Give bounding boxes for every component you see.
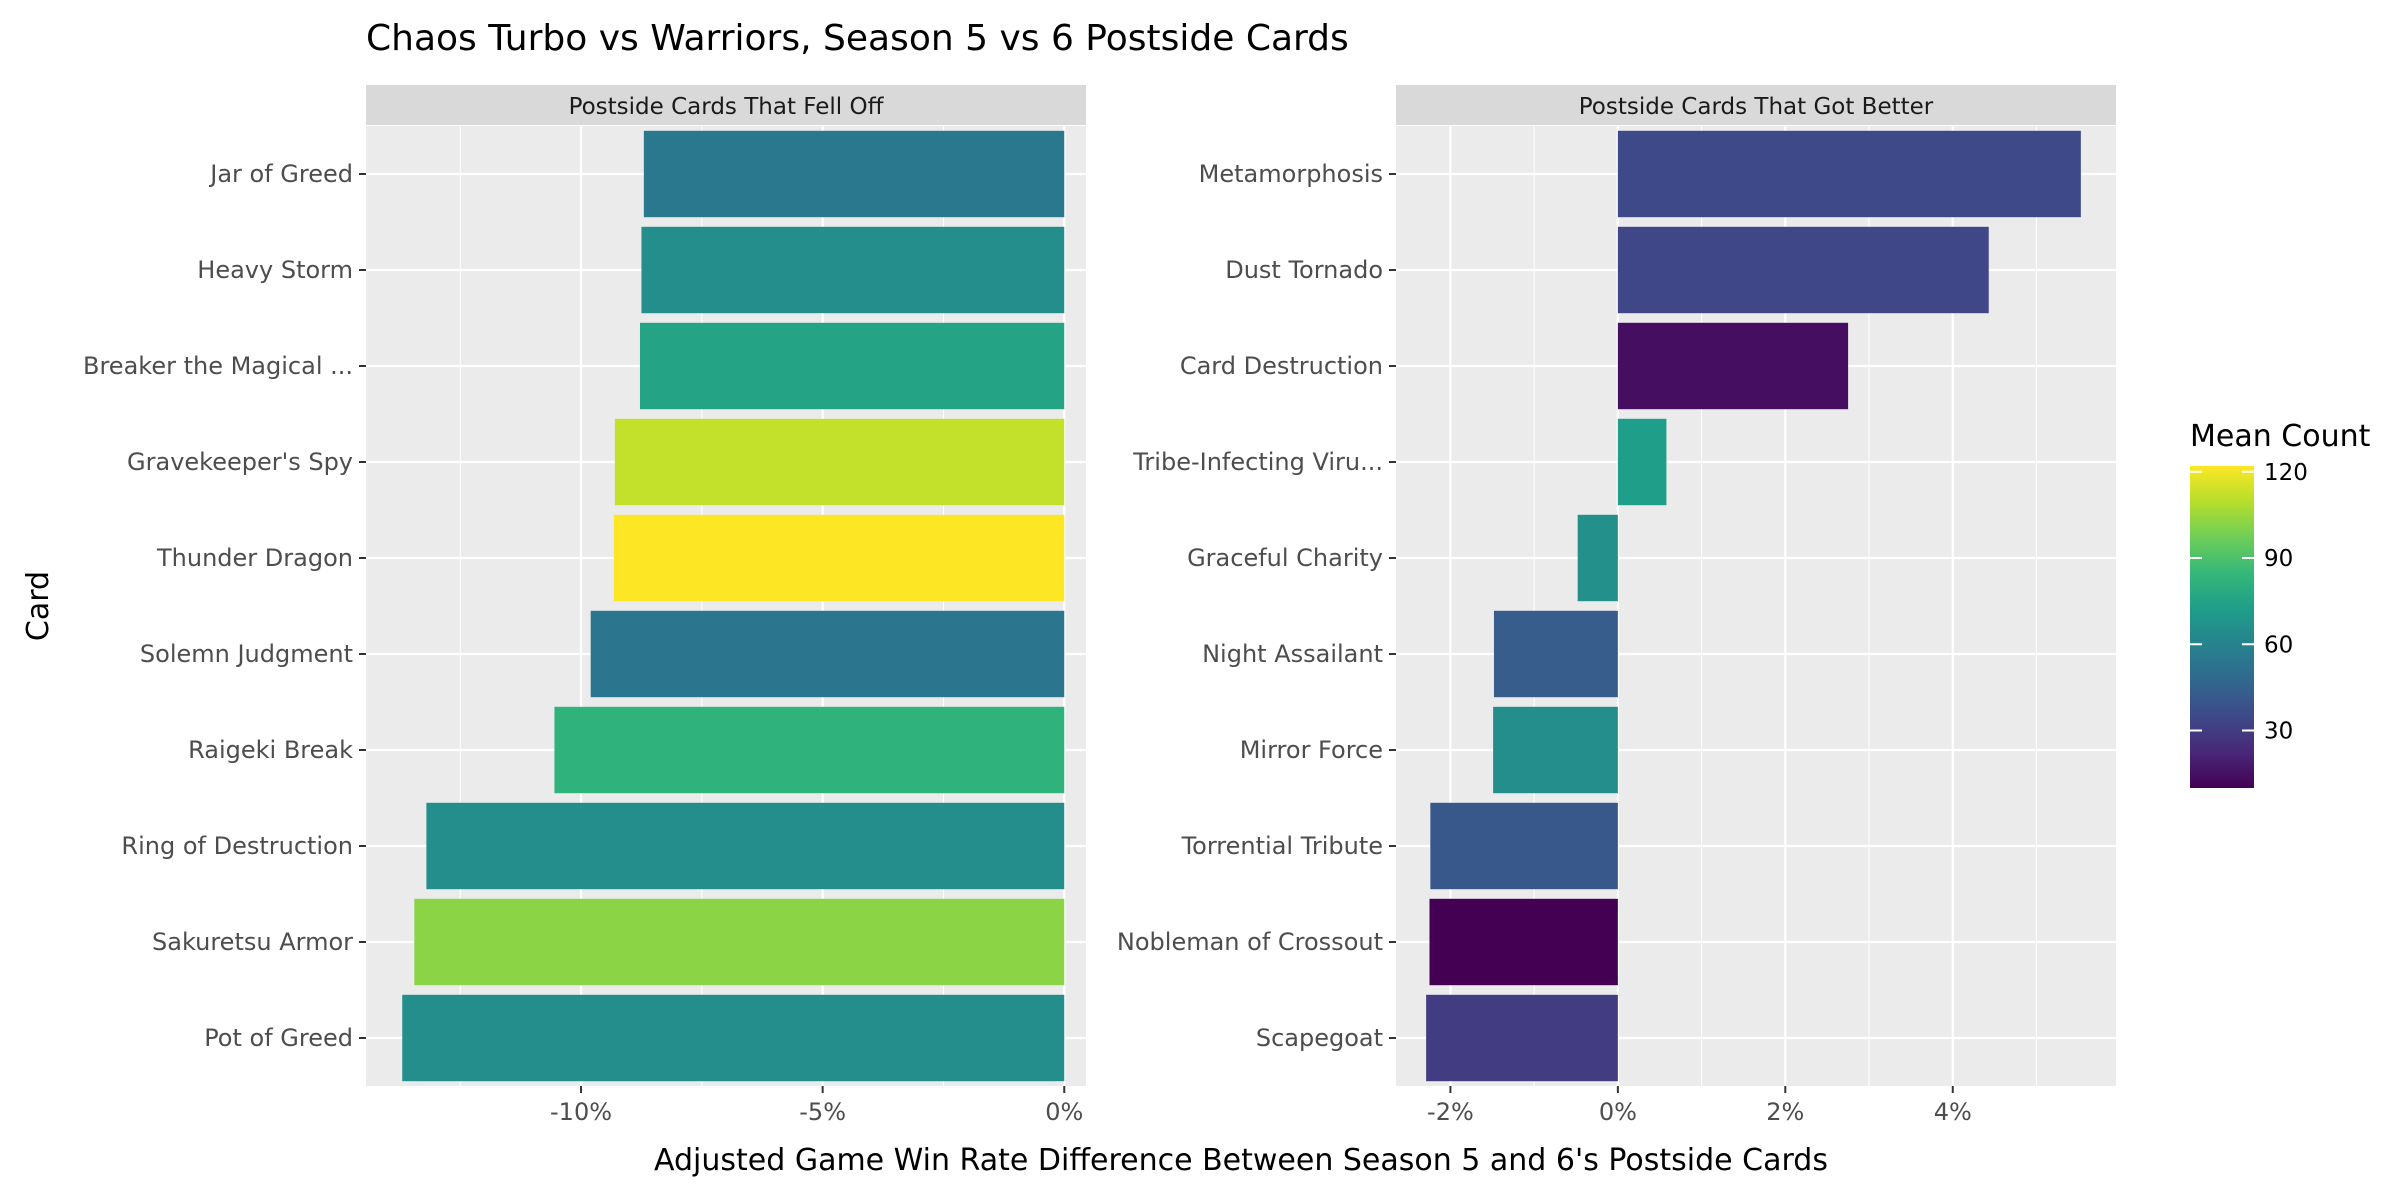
- y-tick-label: Jar of Greed: [208, 160, 353, 188]
- legend-tick-label: 90: [2264, 546, 2293, 572]
- legend-tick-label: 120: [2264, 460, 2308, 486]
- bar: [1617, 226, 1989, 314]
- y-tick-label: Raigeki Break: [188, 736, 353, 764]
- panel-right-grid: [1396, 126, 2116, 1086]
- x-tick-label: -2%: [1427, 1098, 1474, 1126]
- bar: [1617, 418, 1667, 506]
- y-axis-title: Card: [21, 571, 56, 641]
- panel-right-x-axis: -2% 0% 2% 4%: [1427, 1086, 1972, 1126]
- bar: [414, 898, 1065, 986]
- bar: [1617, 322, 1849, 410]
- bar: [1617, 130, 2081, 218]
- x-tick-label: 0%: [1599, 1098, 1637, 1126]
- bar: [1577, 514, 1618, 602]
- panel-right-bars: [1426, 130, 2081, 1082]
- y-tick-label: Card Destruction: [1180, 352, 1383, 380]
- bar: [641, 226, 1065, 314]
- y-tick-label: Graceful Charity: [1187, 544, 1383, 572]
- y-tick-label: Heavy Storm: [197, 256, 353, 284]
- panel-left-y-axis: Jar of Greed Heavy Storm Breaker the Magic…: [83, 160, 366, 1052]
- legend: Mean Count 30 60 90 120: [2190, 419, 2371, 788]
- bar: [613, 514, 1065, 602]
- chart-title: Chaos Turbo vs Warriors, Season 5 vs 6 P…: [366, 18, 1349, 59]
- panel-right-y-axis: Metamorphosis Dust Tornado Card Destructio…: [1117, 160, 1396, 1052]
- bar: [554, 706, 1065, 794]
- strip-right-label: Postside Cards That Got Better: [1579, 94, 1934, 120]
- x-tick-label: -10%: [550, 1098, 612, 1126]
- y-tick-label: Sakuretsu Armor: [152, 928, 353, 956]
- bar: [643, 130, 1065, 218]
- panel-left-x-axis: -10% -5% 0%: [550, 1086, 1083, 1126]
- panel-left-bars: [402, 130, 1065, 1082]
- panel-right: Postside Cards That Got Better Metamorph…: [1117, 85, 2116, 1126]
- x-tick-label: 0%: [1045, 1098, 1083, 1126]
- y-tick-label: Thunder Dragon: [156, 544, 353, 572]
- bar: [426, 802, 1065, 890]
- y-tick-label: Mirror Force: [1240, 736, 1383, 764]
- x-axis-title: Adjusted Game Win Rate Difference Betwee…: [654, 1143, 1828, 1178]
- y-tick-label: Ring of Destruction: [121, 832, 353, 860]
- bar: [1493, 610, 1618, 698]
- legend-ticks: 30 60 90 120: [2190, 460, 2308, 745]
- strip-left: [366, 85, 1086, 125]
- y-tick-label: Scapegoat: [1256, 1024, 1383, 1052]
- y-tick-label: Metamorphosis: [1199, 160, 1383, 188]
- y-tick-label: Dust Tornado: [1225, 256, 1383, 284]
- strip-left-label: Postside Cards That Fell Off: [569, 94, 885, 120]
- y-tick-label: Torrential Tribute: [1181, 832, 1383, 860]
- x-tick-label: -5%: [799, 1098, 846, 1126]
- y-tick-label: Nobleman of Crossout: [1117, 928, 1383, 956]
- bar: [1426, 994, 1618, 1082]
- bar: [1430, 802, 1618, 890]
- y-tick-label: Solemn Judgment: [140, 640, 353, 668]
- bar: [590, 610, 1065, 698]
- y-tick-label: Breaker the Magical ...: [83, 352, 353, 380]
- y-tick-label: Pot of Greed: [204, 1024, 353, 1052]
- legend-colorbar: [2190, 466, 2254, 788]
- legend-tick-label: 30: [2264, 719, 2293, 745]
- x-tick-label: 4%: [1934, 1098, 1972, 1126]
- legend-tick-label: 60: [2264, 632, 2293, 658]
- bar: [639, 322, 1065, 410]
- bar: [1429, 898, 1618, 986]
- bar: [614, 418, 1065, 506]
- bar: [1493, 706, 1618, 794]
- y-tick-label: Night Assailant: [1202, 640, 1383, 668]
- x-tick-label: 2%: [1766, 1098, 1804, 1126]
- panel-left: Postside Cards That Fell Off Jar of Gree…: [83, 85, 1086, 1126]
- bar: [402, 994, 1065, 1082]
- y-tick-label: Gravekeeper's Spy: [127, 448, 353, 476]
- strip-right: [1396, 85, 2116, 125]
- legend-title: Mean Count: [2190, 419, 2371, 454]
- y-tick-label: Tribe-Infecting Viru...: [1132, 448, 1383, 476]
